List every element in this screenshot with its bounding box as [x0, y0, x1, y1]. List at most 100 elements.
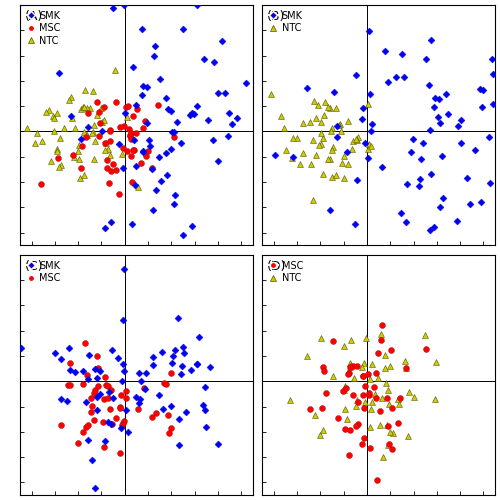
Point	[296, 160, 304, 168]
Point	[37, 180, 45, 188]
Point	[100, 116, 108, 124]
Point	[167, 369, 175, 377]
Point	[94, 393, 102, 401]
Point	[344, 450, 352, 458]
Point	[93, 98, 101, 106]
Point	[142, 152, 150, 160]
Point	[148, 414, 156, 422]
Point	[312, 114, 320, 122]
Point	[322, 389, 330, 397]
Point	[144, 147, 152, 155]
Point	[404, 180, 411, 188]
Point	[67, 92, 75, 100]
Point	[336, 120, 344, 128]
Point	[48, 156, 56, 164]
Point	[366, 90, 374, 98]
Point	[378, 336, 386, 344]
Point	[188, 222, 196, 230]
Point	[368, 398, 376, 406]
Point	[148, 164, 156, 172]
Point	[90, 155, 98, 163]
Point	[366, 127, 374, 135]
Point	[57, 396, 65, 404]
Point	[326, 206, 334, 214]
Point	[304, 352, 312, 360]
Point	[106, 126, 114, 134]
Point	[419, 139, 427, 147]
Point	[91, 484, 99, 492]
Point	[170, 133, 178, 141]
Point	[400, 358, 408, 366]
Point	[310, 196, 318, 204]
Point	[124, 112, 132, 120]
Point	[385, 440, 393, 448]
Point	[194, 334, 202, 342]
Point	[108, 4, 116, 12]
Legend: MSC, NTC: MSC, NTC	[265, 258, 306, 286]
Point	[95, 108, 103, 116]
Point	[386, 428, 394, 436]
Point	[118, 421, 126, 429]
Point	[410, 394, 418, 402]
Point	[383, 420, 391, 428]
Point	[352, 422, 360, 430]
Point	[114, 354, 122, 362]
Point	[120, 1, 128, 9]
Point	[160, 380, 168, 388]
Point	[347, 361, 355, 369]
Point	[84, 110, 92, 118]
Point	[457, 140, 465, 147]
Point	[134, 182, 142, 190]
Point	[470, 146, 478, 154]
Point	[319, 426, 327, 434]
Point	[282, 146, 290, 154]
Point	[381, 364, 389, 372]
Point	[180, 348, 188, 356]
Point	[349, 362, 357, 370]
Point	[100, 394, 108, 402]
Point	[66, 381, 74, 389]
Point	[333, 122, 341, 130]
Point	[358, 115, 366, 123]
Point	[389, 430, 397, 438]
Point	[194, 360, 202, 368]
Point	[178, 362, 186, 370]
Point	[422, 55, 430, 63]
Point	[286, 396, 294, 404]
Point	[488, 55, 496, 63]
Point	[348, 136, 356, 144]
Point	[96, 367, 104, 375]
Point	[150, 52, 158, 60]
Point	[128, 178, 136, 186]
Point	[388, 404, 396, 412]
Point	[242, 78, 250, 86]
Point	[358, 372, 366, 380]
Point	[370, 383, 378, 391]
Point	[100, 146, 108, 154]
Point	[148, 360, 156, 368]
Point	[204, 116, 212, 124]
Legend: SMK, NTC: SMK, NTC	[265, 8, 306, 36]
Point	[128, 220, 136, 228]
Point	[380, 453, 388, 461]
Point	[80, 103, 88, 111]
Point	[346, 364, 354, 372]
Point	[201, 406, 209, 414]
Point	[332, 170, 340, 178]
Point	[187, 366, 195, 374]
Point	[125, 124, 133, 132]
Point	[94, 352, 102, 360]
Point	[157, 177, 165, 185]
Point	[88, 408, 96, 416]
Point	[122, 386, 130, 394]
Point	[72, 368, 80, 376]
Point	[98, 104, 106, 112]
Point	[333, 132, 341, 140]
Point	[124, 428, 132, 436]
Point	[118, 377, 126, 385]
Point	[383, 394, 391, 402]
Point	[140, 82, 147, 90]
Point	[82, 104, 90, 112]
Point	[166, 144, 174, 152]
Point	[84, 123, 92, 131]
